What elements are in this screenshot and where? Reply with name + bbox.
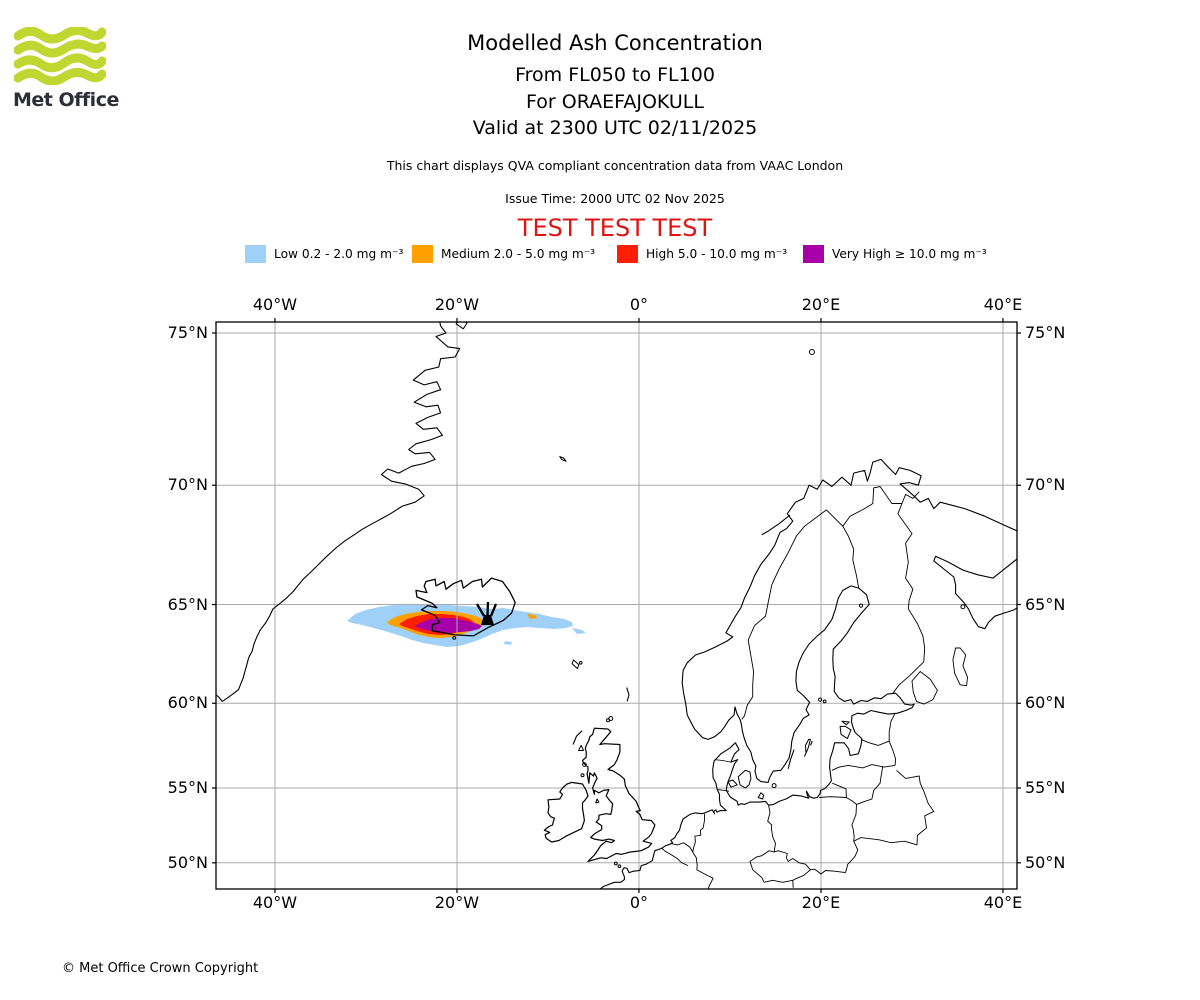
y-axis-tick-label-right: 75°N <box>1025 322 1066 342</box>
coastlines <box>216 322 1017 889</box>
met-office-logo-waves-icon <box>14 27 106 85</box>
qva-description: This chart displays QVA compliant concen… <box>386 158 844 173</box>
y-axis-tick-label-right: 65°N <box>1025 594 1066 614</box>
volcano-subtitle: For ORAEFAJOKULL <box>526 91 704 113</box>
x-axis-tick-label-top: 20°E <box>801 295 841 314</box>
legend-label-high: High 5.0 - 10.0 mg m⁻³ <box>646 246 788 261</box>
y-axis-tick-label-left: 65°N <box>167 594 208 614</box>
legend-label-low: Low 0.2 - 2.0 mg m⁻³ <box>274 246 404 261</box>
volcano-marker-icon <box>476 601 498 626</box>
y-axis-tick-label-right: 70°N <box>1025 475 1066 495</box>
issue-time: Issue Time: 2000 UTC 02 Nov 2025 <box>505 191 725 206</box>
legend-swatch-low <box>245 244 266 263</box>
legend-swatch-medium <box>412 244 433 263</box>
x-axis-tick-label-top: 40°W <box>252 295 298 314</box>
x-axis-tick-label-bottom: 40°E <box>983 893 1023 912</box>
ash-plume-contours <box>347 604 586 647</box>
legend-label-very-high: Very High ≥ 10.0 mg m⁻³ <box>832 246 987 261</box>
y-axis-tick-label-left: 60°N <box>167 693 208 713</box>
y-axis-tick-label-right: 60°N <box>1025 693 1066 713</box>
legend-item-very-high: Very High ≥ 10.0 mg m⁻³ <box>803 244 987 263</box>
copyright-text: © Met Office Crown Copyright <box>62 961 259 976</box>
y-axis-tick-label-left: 55°N <box>167 778 208 798</box>
graticule-gridlines <box>216 322 1017 889</box>
y-axis-tick-label-left: 50°N <box>167 852 208 872</box>
map-canvas <box>212 318 1021 893</box>
country-borders <box>661 485 935 889</box>
met-office-logo-text: Met Office <box>13 89 119 111</box>
test-banner: TEST TEST TEST <box>517 214 713 242</box>
x-axis-tick-label-top: 0° <box>629 295 649 314</box>
valid-time-subtitle: Valid at 2300 UTC 02/11/2025 <box>472 117 758 139</box>
axis-tick-marks <box>212 318 1021 893</box>
legend-swatch-very-high <box>803 244 824 263</box>
legend-item-medium: Medium 2.0 - 5.0 mg m⁻³ <box>412 244 595 263</box>
y-axis-tick-label-left: 70°N <box>167 475 208 495</box>
page-title: Modelled Ash Concentration <box>467 31 763 55</box>
flight-level-subtitle: From FL050 to FL100 <box>515 64 715 86</box>
y-axis-tick-label-left: 75°N <box>167 322 208 342</box>
x-axis-tick-label-bottom: 0° <box>629 893 649 912</box>
x-axis-tick-label-top: 20°W <box>434 295 480 314</box>
x-axis-tick-label-top: 40°E <box>983 295 1023 314</box>
x-axis-tick-label-bottom: 40°W <box>252 893 298 912</box>
legend-swatch-high <box>617 244 638 263</box>
legend-label-medium: Medium 2.0 - 5.0 mg m⁻³ <box>441 246 596 261</box>
legend-item-high: High 5.0 - 10.0 mg m⁻³ <box>617 244 787 263</box>
x-axis-tick-label-bottom: 20°E <box>801 893 841 912</box>
y-axis-tick-label-right: 55°N <box>1025 778 1066 798</box>
x-axis-tick-label-bottom: 20°W <box>434 893 480 912</box>
legend-item-low: Low 0.2 - 2.0 mg m⁻³ <box>245 244 403 263</box>
y-axis-tick-label-right: 50°N <box>1025 852 1066 872</box>
map-frame <box>215 321 1018 890</box>
